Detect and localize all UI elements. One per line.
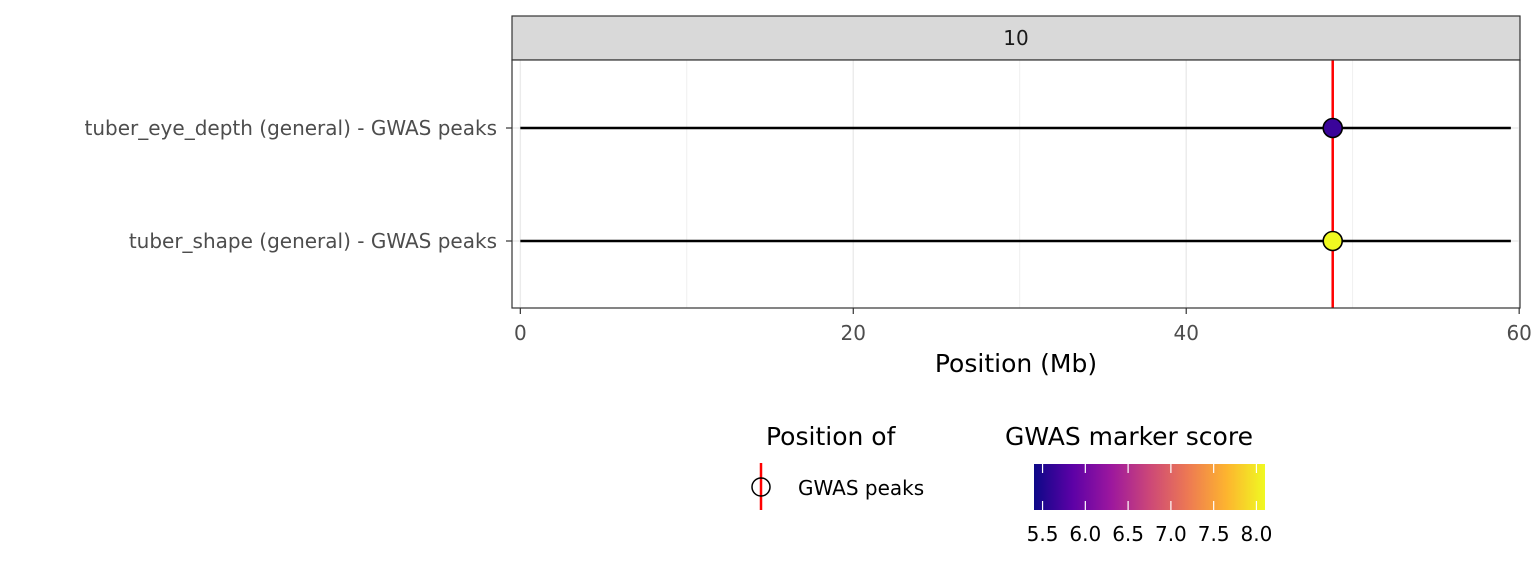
plot-panel xyxy=(512,60,1520,308)
plot-panel-border xyxy=(511,59,1521,309)
legend-position-of: Position of GWAS peaks xyxy=(751,422,924,510)
x-axis: 0 20 40 60 xyxy=(514,308,1532,345)
colorbar-ticks: 5.5 6.0 6.5 7.0 7.5 8.0 xyxy=(1027,464,1273,546)
y-tick-label: tuber_shape (general) - GWAS peaks xyxy=(129,229,497,253)
x-tick-label: 0 xyxy=(514,321,527,345)
y-tick-label: tuber_eye_depth (general) - GWAS peaks xyxy=(85,116,497,140)
colorbar-tick-label: 7.5 xyxy=(1198,522,1230,546)
colorbar-tick-label: 6.5 xyxy=(1112,522,1144,546)
facet-strip xyxy=(511,15,1521,61)
x-axis-title: Position (Mb) xyxy=(935,349,1097,378)
peak-point xyxy=(1322,230,1344,252)
colorbar-tick-label: 5.5 xyxy=(1027,522,1059,546)
colorbar-tick-label: 7.0 xyxy=(1155,522,1187,546)
y-axis: tuber_eye_depth (general) - GWAS peaks tu… xyxy=(85,116,512,253)
peak-segments xyxy=(520,126,1511,243)
legend-circle-key xyxy=(751,477,771,497)
facet-strip-label: 10 xyxy=(1003,26,1028,50)
legend-position-label: GWAS peaks xyxy=(798,476,924,500)
x-tick-label: 20 xyxy=(841,321,866,345)
colorbar xyxy=(1034,464,1265,510)
legend-position-title: Position of xyxy=(766,422,897,451)
colorbar-tick-label: 8.0 xyxy=(1241,522,1273,546)
colorbar-tick-label: 6.0 xyxy=(1069,522,1101,546)
x-tick-label: 40 xyxy=(1173,321,1198,345)
peak-points xyxy=(1322,117,1344,252)
peak-point xyxy=(1322,117,1344,139)
legend-marker-score: GWAS marker score 5.5 6.0 6.5 7.0 7.5 8.0 xyxy=(1005,422,1272,546)
legend-score-title: GWAS marker score xyxy=(1005,422,1253,451)
x-tick-label: 60 xyxy=(1506,321,1531,345)
